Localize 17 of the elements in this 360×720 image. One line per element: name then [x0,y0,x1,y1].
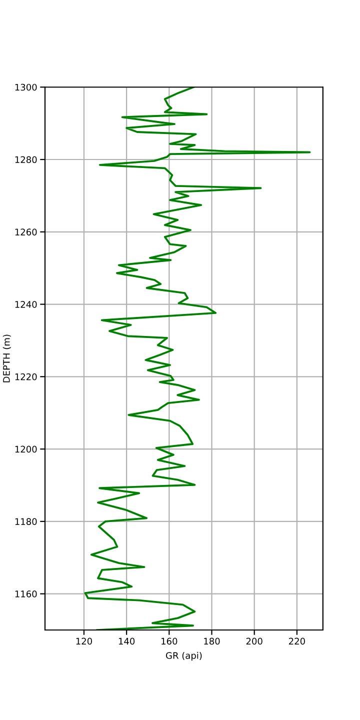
x-tick-label: 140 [118,638,135,645]
x-tick-label: 220 [288,638,305,645]
y-tick-label: 1200 [15,446,37,453]
x-tick-label: 200 [246,638,262,645]
x-tick-label: 120 [76,638,92,645]
y-tick-label: 1240 [15,301,37,308]
y-tick-label: 1260 [15,228,37,236]
y-tick-label: 1160 [15,590,37,598]
line-series [84,87,311,630]
x-tick-label: 160 [162,638,178,645]
y-tick-label: 1280 [15,156,37,164]
y-axis-title: DEPTH (m) [2,334,11,382]
x-axis-title: GR (api) [166,652,202,661]
y-tick-label: 1300 [15,84,37,91]
x-tick-label: 180 [204,638,220,645]
y-tick-label: 1180 [15,518,37,525]
y-tick-label: 1220 [15,373,37,380]
